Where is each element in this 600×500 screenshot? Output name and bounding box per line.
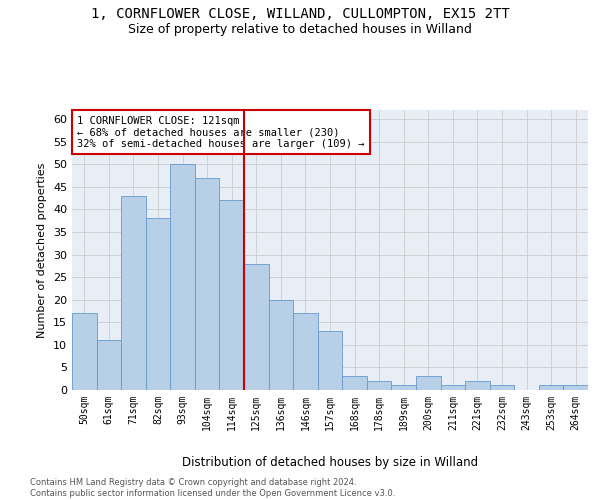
Bar: [342, 376, 367, 390]
Bar: [244, 264, 269, 390]
Bar: [72, 313, 97, 390]
Text: 1, CORNFLOWER CLOSE, WILLAND, CULLOMPTON, EX15 2TT: 1, CORNFLOWER CLOSE, WILLAND, CULLOMPTON…: [91, 8, 509, 22]
Bar: [220, 200, 244, 390]
Bar: [195, 178, 220, 390]
Bar: [170, 164, 195, 390]
Bar: [97, 340, 121, 390]
Text: Contains HM Land Registry data © Crown copyright and database right 2024.
Contai: Contains HM Land Registry data © Crown c…: [30, 478, 395, 498]
Bar: [367, 381, 391, 390]
Bar: [490, 386, 514, 390]
Bar: [269, 300, 293, 390]
Bar: [391, 386, 416, 390]
Y-axis label: Number of detached properties: Number of detached properties: [37, 162, 47, 338]
Bar: [539, 386, 563, 390]
Bar: [121, 196, 146, 390]
Bar: [146, 218, 170, 390]
Text: Distribution of detached houses by size in Willand: Distribution of detached houses by size …: [182, 456, 478, 469]
Bar: [318, 332, 342, 390]
Bar: [440, 386, 465, 390]
Bar: [293, 313, 318, 390]
Bar: [465, 381, 490, 390]
Text: 1 CORNFLOWER CLOSE: 121sqm
← 68% of detached houses are smaller (230)
32% of sem: 1 CORNFLOWER CLOSE: 121sqm ← 68% of deta…: [77, 116, 365, 149]
Bar: [563, 386, 588, 390]
Bar: [416, 376, 440, 390]
Text: Size of property relative to detached houses in Willand: Size of property relative to detached ho…: [128, 22, 472, 36]
